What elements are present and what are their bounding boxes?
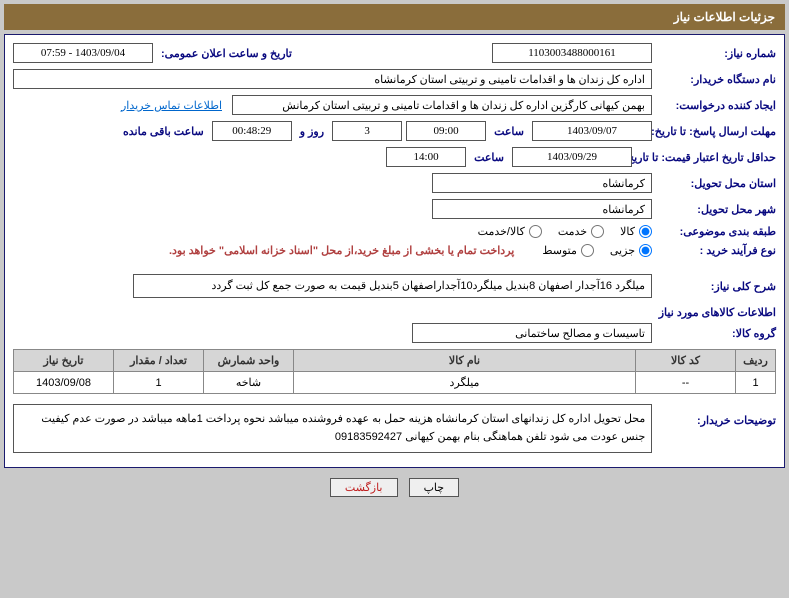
- goods-group-field[interactable]: [412, 323, 652, 343]
- price-validity-label: حداقل تاریخ اعتبار قیمت: تا تاریخ:: [636, 151, 776, 164]
- process-radio-group: جزیی متوسط: [542, 244, 652, 257]
- remaining-days[interactable]: [332, 121, 402, 141]
- panel-title: جزئیات اطلاعات نیاز: [674, 10, 775, 24]
- category-service-radio[interactable]: [591, 225, 604, 238]
- buyer-notes-text: محل تحویل اداره کل زندانهای استان کرمانش…: [41, 413, 645, 443]
- need-overview-label: شرح کلی نیاز:: [656, 280, 776, 293]
- process-medium-text: متوسط: [542, 244, 577, 257]
- buyer-org-field[interactable]: [13, 69, 652, 89]
- process-medium-radio[interactable]: [581, 244, 594, 257]
- th-date: تاریخ نیاز: [14, 350, 114, 372]
- response-deadline-date[interactable]: [532, 121, 652, 141]
- remaining-label: ساعت باقی مانده: [119, 125, 208, 138]
- cell-row: 1: [736, 372, 776, 394]
- response-deadline-label: مهلت ارسال پاسخ: تا تاریخ:: [656, 125, 776, 138]
- delivery-city-label: شهر محل تحویل:: [656, 203, 776, 216]
- cell-unit: شاخه: [204, 372, 294, 394]
- th-row: ردیف: [736, 350, 776, 372]
- request-creator-label: ایجاد کننده درخواست:: [656, 99, 776, 112]
- buyer-contact-link[interactable]: اطلاعات تماس خریدار: [121, 99, 228, 112]
- payment-note: پرداخت تمام یا بخشی از مبلغ خرید،از محل …: [169, 244, 514, 257]
- goods-group-label: گروه کالا:: [656, 327, 776, 340]
- back-button[interactable]: بازگشت: [330, 478, 398, 497]
- need-number-field[interactable]: [492, 43, 652, 63]
- price-validity-time[interactable]: [386, 147, 466, 167]
- process-small-radio[interactable]: [639, 244, 652, 257]
- category-label: طبقه بندی موضوعی:: [656, 225, 776, 238]
- need-overview-text: میلگرد 16آجدار اصفهان 8بندیل میلگرد10آجد…: [212, 280, 646, 292]
- category-goods-radio[interactable]: [639, 225, 652, 238]
- delivery-city-field[interactable]: [432, 199, 652, 219]
- category-goods-text: کالا: [620, 225, 635, 238]
- print-button[interactable]: چاپ: [409, 478, 460, 497]
- category-service-text: خدمت: [558, 225, 587, 238]
- action-bar: چاپ بازگشت: [4, 468, 785, 501]
- announce-datetime-field[interactable]: [13, 43, 153, 63]
- announce-datetime-label: تاریخ و ساعت اعلان عمومی:: [157, 47, 292, 60]
- th-name: نام کالا: [294, 350, 636, 372]
- table-row: 1--میلگردشاخه11403/09/08: [14, 372, 776, 394]
- panel-header: جزئیات اطلاعات نیاز: [4, 4, 785, 30]
- category-both-radio[interactable]: [529, 225, 542, 238]
- time-label-2: ساعت: [470, 151, 508, 164]
- th-unit: واحد شمارش: [204, 350, 294, 372]
- price-validity-date[interactable]: [512, 147, 632, 167]
- process-small-text: جزیی: [610, 244, 635, 257]
- items-section-title: اطلاعات کالاهای مورد نیاز: [13, 306, 776, 319]
- time-label-1: ساعت: [490, 125, 528, 138]
- response-deadline-time[interactable]: [406, 121, 486, 141]
- th-code: کد کالا: [636, 350, 736, 372]
- request-creator-field[interactable]: [232, 95, 652, 115]
- cell-date: 1403/09/08: [14, 372, 114, 394]
- cell-name: میلگرد: [294, 372, 636, 394]
- cell-code: --: [636, 372, 736, 394]
- need-overview-box: میلگرد 16آجدار اصفهان 8بندیل میلگرد10آجد…: [133, 274, 652, 298]
- buyer-notes-label: توضیحات خریدار:: [656, 404, 776, 427]
- category-radio-group: کالا خدمت کالا/خدمت: [478, 225, 652, 238]
- need-number-label: شماره نیاز:: [656, 47, 776, 60]
- category-both-text: کالا/خدمت: [478, 225, 525, 238]
- main-panel: شماره نیاز: تاریخ و ساعت اعلان عمومی: نا…: [4, 34, 785, 468]
- buyer-org-label: نام دستگاه خریدار:: [656, 73, 776, 86]
- items-table: ردیف کد کالا نام کالا واحد شمارش تعداد /…: [13, 349, 776, 394]
- cell-qty: 1: [114, 372, 204, 394]
- days-and-label: روز و: [296, 125, 328, 138]
- th-qty: تعداد / مقدار: [114, 350, 204, 372]
- delivery-province-label: استان محل تحویل:: [656, 177, 776, 190]
- process-type-label: نوع فرآیند خرید :: [656, 244, 776, 257]
- buyer-notes-box: محل تحویل اداره کل زندانهای استان کرمانش…: [13, 404, 652, 453]
- remaining-time[interactable]: [212, 121, 292, 141]
- delivery-province-field[interactable]: [432, 173, 652, 193]
